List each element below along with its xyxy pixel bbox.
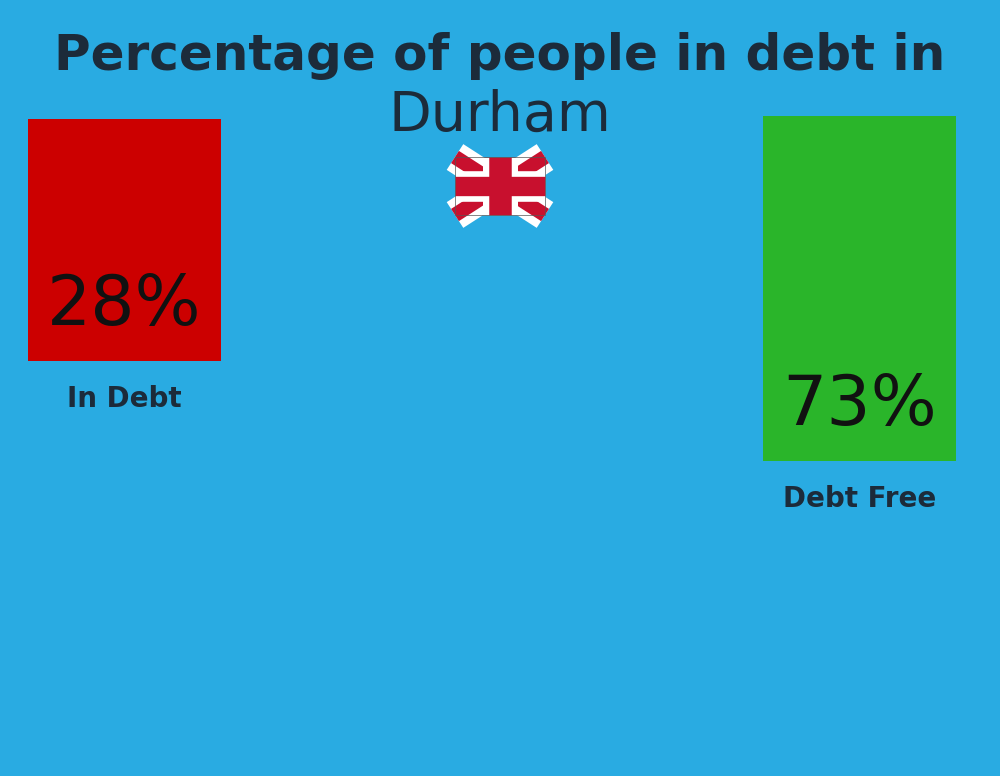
Text: Debt Free: Debt Free bbox=[783, 485, 936, 513]
Text: In Debt: In Debt bbox=[67, 385, 182, 413]
FancyBboxPatch shape bbox=[455, 157, 545, 215]
Text: 73%: 73% bbox=[782, 372, 937, 439]
Text: Percentage of people in debt in: Percentage of people in debt in bbox=[54, 32, 946, 80]
Text: 28%: 28% bbox=[47, 272, 202, 340]
Bar bbox=[28, 119, 221, 361]
Text: Durham: Durham bbox=[389, 89, 611, 143]
Bar bbox=[763, 116, 956, 461]
